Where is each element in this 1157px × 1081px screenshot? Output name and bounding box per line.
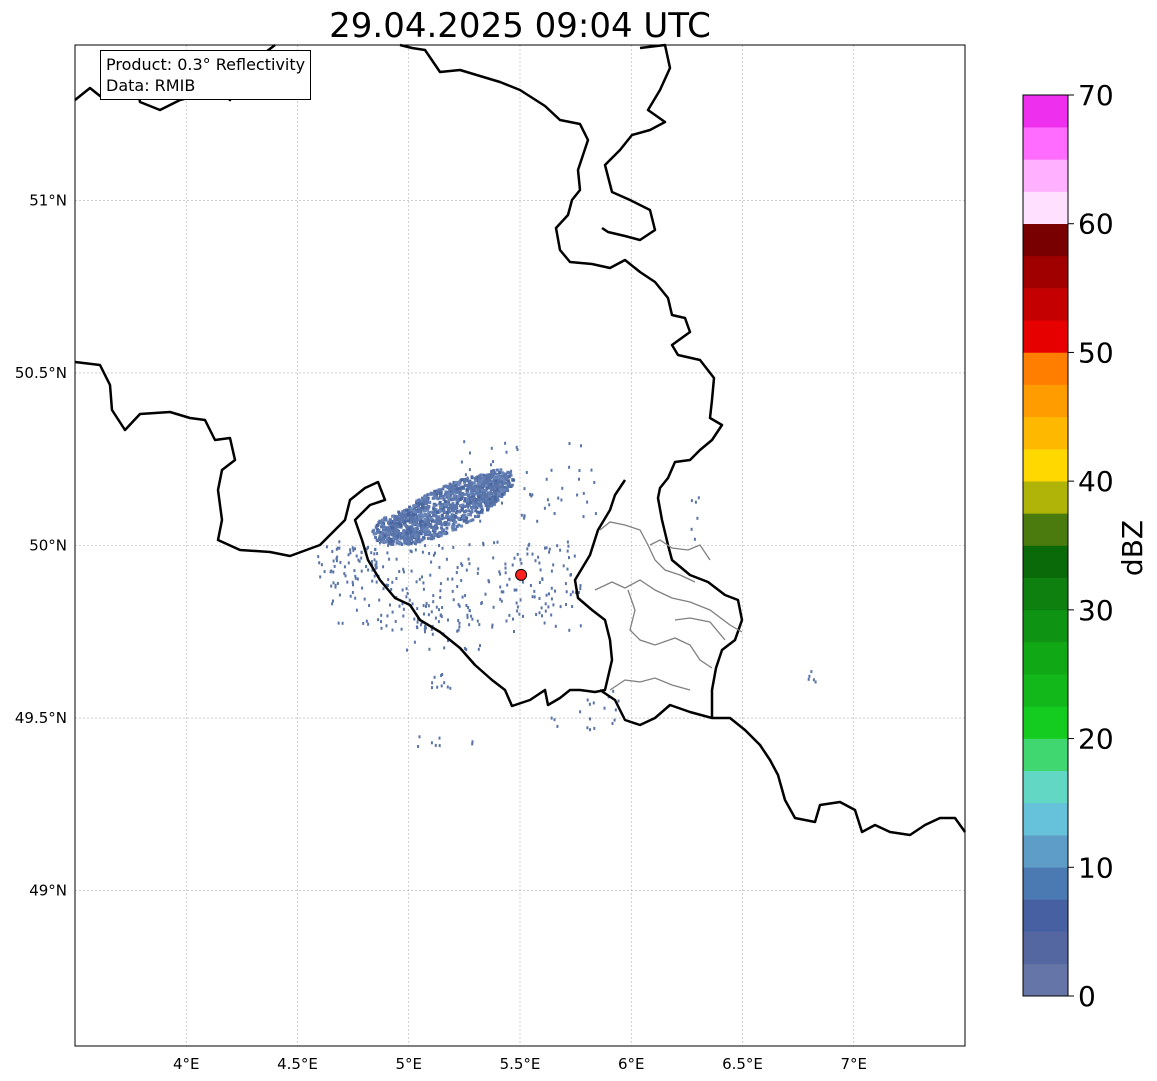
x-tick-label: 6°E: [618, 1055, 645, 1073]
colorbar-cell: [1023, 609, 1068, 643]
colorbar-cell: [1023, 577, 1068, 611]
border-lu-fr-de: [599, 688, 967, 837]
info-box: Product: 0.3° Reflectivity Data: RMIB: [100, 50, 312, 100]
colorbar-tick-label: 10: [1078, 851, 1114, 884]
colorbar-cell: [1023, 352, 1068, 385]
x-tick-label: 7°E: [840, 1055, 867, 1073]
colorbar-label: dBZ: [1116, 520, 1149, 576]
colorbar-tick-label: 30: [1078, 594, 1114, 627]
colorbar-cell: [1023, 738, 1068, 772]
colorbar-cell: [1023, 320, 1068, 353]
colorbar-cell: [1023, 448, 1068, 482]
colorbar-cell: [1023, 481, 1068, 514]
map-frame: [74, 44, 966, 1047]
colorbar-frame: [1022, 94, 1069, 997]
radar-echoes: [317, 440, 817, 748]
border-fr-be: [74, 360, 627, 708]
colorbar-cell: [1023, 899, 1068, 932]
x-tick-label: 6.5°E: [722, 1055, 763, 1073]
border-be-nl-de: [399, 43, 744, 718]
colorbar-cell: [1023, 127, 1068, 160]
y-tick-label: 50°N: [29, 537, 67, 555]
colorbar-cell: [1023, 255, 1068, 289]
colorbar-cell: [1023, 513, 1068, 546]
colorbar-cell: [1023, 770, 1068, 804]
colorbar-cell: [1023, 384, 1068, 418]
colorbar-cell: [1023, 867, 1068, 900]
y-axis: 51°N 50.5°N 50°N 49.5°N 49°N: [15, 191, 67, 899]
colorbar-tick-label: 70: [1078, 79, 1114, 112]
colorbar-cell: [1023, 545, 1068, 578]
colorbar-cell: [1023, 642, 1068, 675]
product-label: Product: 0.3° Reflectivity: [106, 55, 306, 74]
colorbar-cell: [1023, 159, 1068, 192]
y-tick-label: 49°N: [29, 882, 67, 900]
y-tick-label: 49.5°N: [15, 709, 67, 727]
colorbar-ticks: 0 10 20 30 40 50 60 70: [1068, 79, 1114, 1013]
colorbar-cell: [1023, 416, 1068, 450]
plot-frame: [74, 44, 966, 1047]
colorbar-cell: [1023, 674, 1068, 707]
colorbar-tick-label: 20: [1078, 723, 1114, 756]
colorbar-cell: [1023, 191, 1068, 225]
colorbar-cell: [1023, 931, 1068, 965]
colorbar-tick-label: 60: [1078, 208, 1114, 241]
x-tick-label: 5°E: [395, 1055, 422, 1073]
colorbar-cell: [1023, 223, 1068, 257]
border-nl-limburg: [601, 43, 672, 242]
colorbar-cells: [1022, 94, 1069, 997]
x-axis: 4°E 4.5°E 5°E 5.5°E 6°E 6.5°E 7°E: [173, 1055, 867, 1073]
colorbar-cell: [1023, 835, 1068, 868]
colorbar-tick-label: 0: [1078, 980, 1096, 1013]
x-tick-label: 5.5°E: [500, 1055, 541, 1073]
province-borders: [594, 521, 743, 691]
colorbar-cell: [1023, 95, 1068, 128]
colorbar-tick-label: 40: [1078, 465, 1114, 498]
x-tick-label: 4.5°E: [277, 1055, 318, 1073]
colorbar-tick-label: 50: [1078, 336, 1114, 369]
data-source-label: Data: RMIB: [106, 76, 196, 95]
colorbar-cell: [1023, 963, 1068, 997]
y-tick-label: 50.5°N: [15, 364, 67, 382]
radar-site-marker[interactable]: [515, 568, 528, 581]
map-title: 29.04.2025 09:04 UTC: [329, 6, 711, 46]
colorbar-cell: [1023, 802, 1068, 836]
colorbar-cell: [1023, 288, 1068, 321]
x-tick-label: 4°E: [173, 1055, 200, 1073]
colorbar-cell: [1023, 706, 1068, 739]
y-tick-label: 51°N: [29, 191, 67, 209]
